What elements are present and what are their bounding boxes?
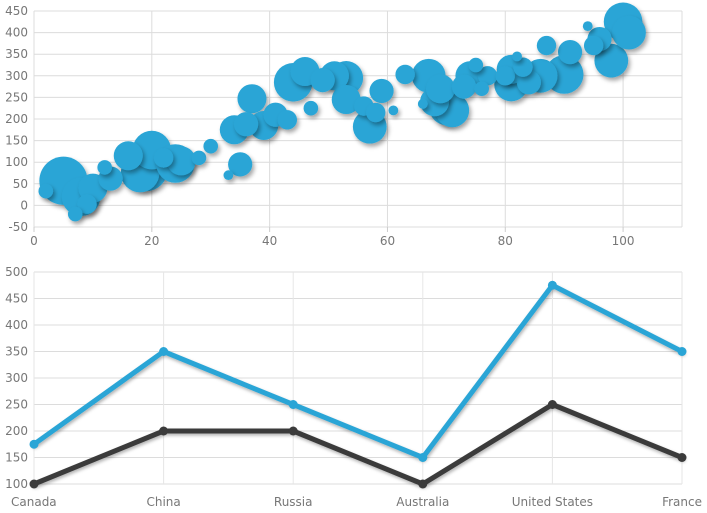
bubble [477, 66, 498, 86]
bubble [594, 43, 629, 78]
bubble [417, 98, 428, 109]
bubble [369, 78, 394, 104]
y-tick-label: 400 [5, 318, 28, 332]
bubble [77, 194, 97, 214]
bubble [223, 170, 234, 181]
bubble [331, 85, 361, 115]
bubble [451, 74, 477, 99]
bubble [191, 150, 207, 166]
line-chart: 100 150 200 250 300 350 400 450 500 Canada China Ru… [5, 265, 702, 509]
bubble [513, 57, 533, 77]
series-line [31, 282, 685, 460]
y-tick-label: 150 [5, 134, 28, 148]
y-tick-label: 300 [5, 69, 28, 83]
series-point [159, 347, 169, 356]
x-category-label: United States [512, 495, 593, 509]
y-tick-label: 100 [5, 477, 28, 491]
x-tick-label: 80 [498, 234, 513, 248]
x-category-label: Russia [274, 495, 313, 509]
bubble [303, 100, 319, 116]
y-tick-label: 50 [13, 177, 28, 191]
x-tick-label: 40 [262, 234, 277, 248]
y-tick-label: 450 [5, 4, 28, 18]
y-tick-label: 300 [5, 371, 28, 385]
series-point [547, 280, 557, 290]
bubble [166, 146, 196, 176]
bubble [474, 81, 490, 97]
y-tick-label: 400 [5, 26, 28, 40]
bubble [536, 35, 557, 56]
bubble [113, 141, 143, 171]
bubble [237, 84, 267, 114]
bubble [153, 148, 174, 168]
bubble [38, 183, 54, 199]
series-point [677, 453, 687, 462]
bubble [228, 152, 253, 177]
x-tick-label: 0 [30, 234, 38, 248]
bubble [512, 51, 522, 62]
bubble [612, 15, 646, 50]
y-tick-label: 150 [5, 451, 28, 465]
bubble [365, 102, 386, 123]
series-line [31, 402, 685, 487]
bubble [388, 105, 399, 116]
bubble [277, 110, 298, 130]
y-tick-label: 250 [5, 398, 28, 412]
y-tick-label: -50 [8, 220, 28, 234]
y-tick-label: 100 [5, 155, 28, 169]
x-category-label: France [662, 495, 702, 509]
series-point [547, 400, 557, 409]
series-point [677, 347, 687, 356]
y-tick-label: 0 [20, 198, 28, 212]
bubble [310, 68, 335, 93]
x-tick-label: 100 [612, 234, 635, 248]
series-point [159, 426, 169, 436]
y-tick-label: 200 [5, 112, 28, 126]
x-category-label: Canada [11, 495, 57, 509]
bubble [495, 66, 515, 86]
series-point [29, 439, 39, 449]
y-tick-label: 200 [5, 424, 28, 438]
y-tick-label: 500 [5, 265, 28, 279]
bubble [583, 35, 604, 56]
bubble [425, 74, 455, 104]
bubble [233, 112, 259, 137]
x-category-label: China [146, 495, 180, 509]
x-tick-label: 60 [380, 234, 395, 248]
bubble [97, 160, 112, 175]
bubble [468, 57, 484, 73]
bubble [67, 206, 83, 222]
y-tick-label: 350 [5, 47, 28, 61]
x-tick-label: 20 [144, 234, 159, 248]
bubble [395, 64, 415, 85]
x-category-label: Australia [396, 495, 449, 509]
y-tick-label: 250 [5, 90, 28, 104]
series-point [288, 400, 298, 409]
bubble [203, 138, 219, 154]
series-point [29, 479, 39, 489]
y-tick-label: 350 [5, 345, 28, 359]
bubble [557, 39, 583, 65]
bubble [582, 21, 593, 32]
series-point [418, 453, 428, 462]
series-point [288, 426, 298, 436]
series-point [418, 479, 428, 489]
y-tick-label: 450 [5, 292, 28, 306]
